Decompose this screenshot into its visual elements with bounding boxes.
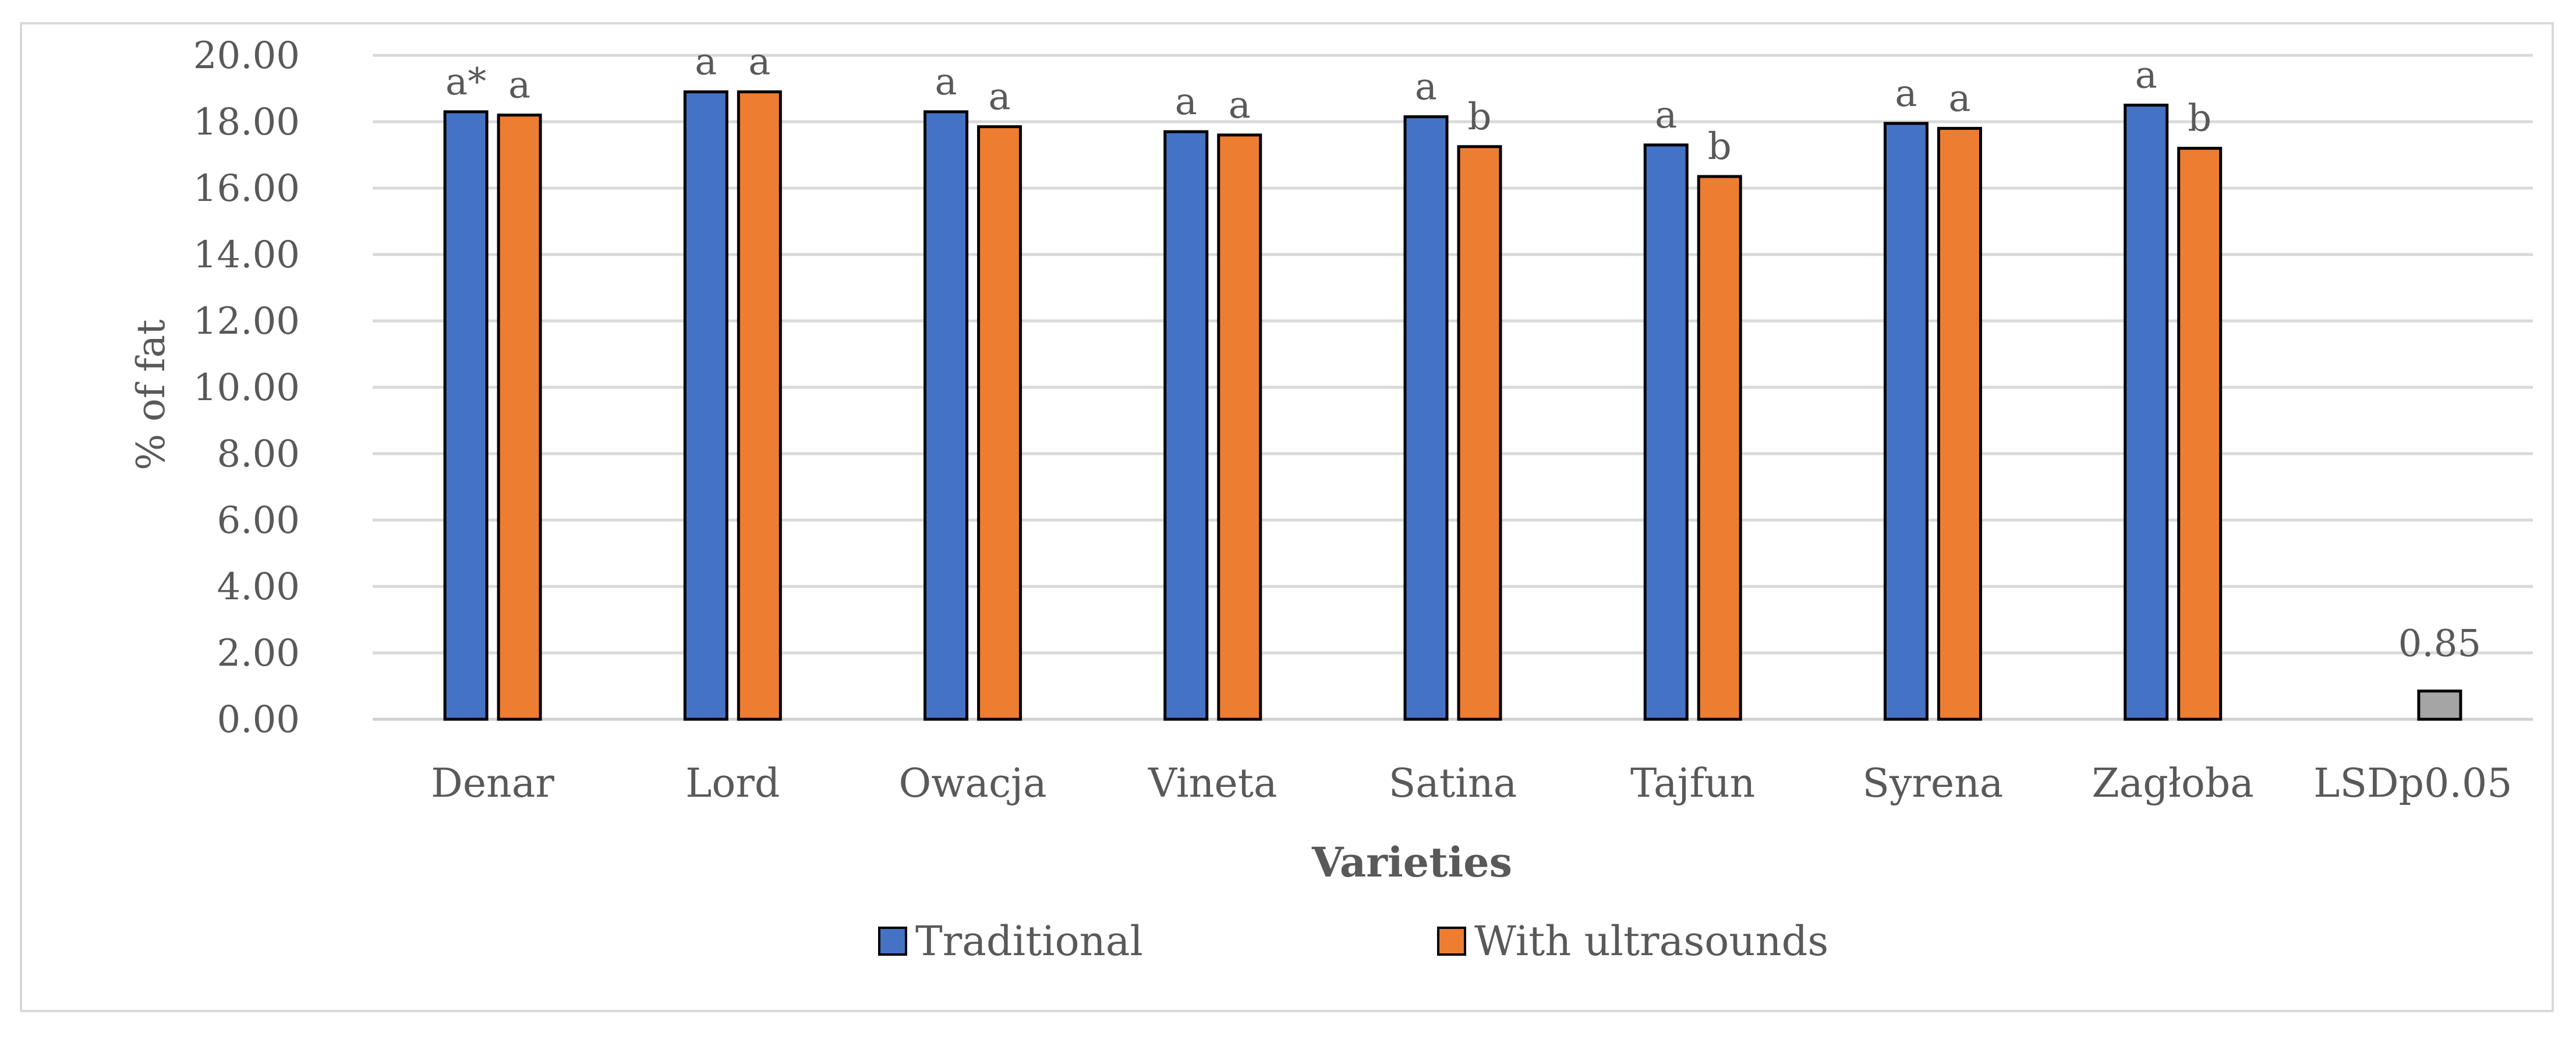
x-tick-label: Denar [431,761,554,807]
bar-traditional [443,110,489,721]
significance-label: a [935,61,957,104]
significance-label: a [695,41,717,84]
legend-swatch-with-ultrasounds [1437,927,1466,956]
bar-with-ultrasounds [977,125,1022,721]
legend-label-with-ultrasounds: With ultrasounds [1474,917,1828,965]
bar-traditional [2124,104,2169,721]
lsd-value-label: 0.85 [2398,623,2482,666]
bar-with-ultrasounds [497,114,542,721]
x-tick-label: Satina [1389,761,1517,807]
significance-label: a [748,41,770,84]
y-tick-label: 20.00 [193,34,300,77]
bar-lsd [2417,690,2462,721]
gridlines [373,54,2533,721]
x-tick-label: LSDp0.05 [2313,761,2512,807]
bar-traditional [1403,115,1449,721]
significance-label: a [988,76,1010,119]
x-tick-label: Syrena [1862,761,2003,807]
y-tick-label: 2.00 [217,632,300,675]
significance-label: a [1415,65,1437,108]
x-axis-title: Varieties [1311,838,1512,886]
significance-label: a [1895,72,1917,115]
y-tick-label: 12.00 [193,300,300,343]
y-tick-label: 18.00 [193,101,300,144]
y-axis-ticks: 0.00 2.00 4.00 6.00 8.00 10.00 12.00 14.00 16.00… [193,34,300,741]
y-tick-label: 6.00 [217,499,300,542]
x-tick-label: Vineta [1148,761,1278,807]
x-tick-label: Owacja [898,761,1046,807]
significance-label: a [1175,80,1197,123]
x-axis-categories: Denar Lord Owacja Vineta Satina Tajfun Syrena Z… [431,761,2512,807]
legend-label-traditional: Traditional [915,917,1143,965]
significance-label: a [2135,54,2157,97]
bar-with-ultrasounds [737,90,782,721]
significance-label: b [1708,125,1732,168]
y-tick-label: 0.00 [217,698,300,741]
y-tick-label: 8.00 [217,433,300,476]
legend: Traditional With ultrasounds [878,917,1828,965]
significance-label: a* [445,61,486,104]
significance-label: a [1655,94,1677,137]
x-tick-label: Zagłoba [2092,761,2253,807]
bar-traditional [923,110,969,721]
y-tick-label: 10.00 [193,366,300,409]
significance-label: a [1948,77,1970,120]
significance-label: b [2188,97,2211,140]
bar-with-ultrasounds [1937,126,1982,721]
bar-with-ultrasounds [2177,147,2223,721]
significance-label: b [1468,96,1492,139]
bar-traditional [1883,122,1929,721]
x-tick-label: Lord [685,761,780,807]
y-tick-label: 4.00 [217,566,300,609]
bar-traditional [683,90,728,721]
significance-label: a [1229,84,1251,127]
bar-traditional [1643,143,1689,721]
y-tick-label: 14.00 [193,234,300,277]
bar-with-ultrasounds [1457,145,1502,721]
x-tick-label: Tajfun [1630,761,1755,807]
legend-swatch-traditional [878,927,907,956]
y-axis-title: % of fat [129,319,174,470]
bars [443,90,2462,721]
significance-label: a [508,64,530,107]
bar-with-ultrasounds [1217,133,1262,721]
bar-with-ultrasounds [1697,175,1742,721]
y-tick-label: 16.00 [193,167,300,210]
bar-traditional [1163,130,1209,721]
